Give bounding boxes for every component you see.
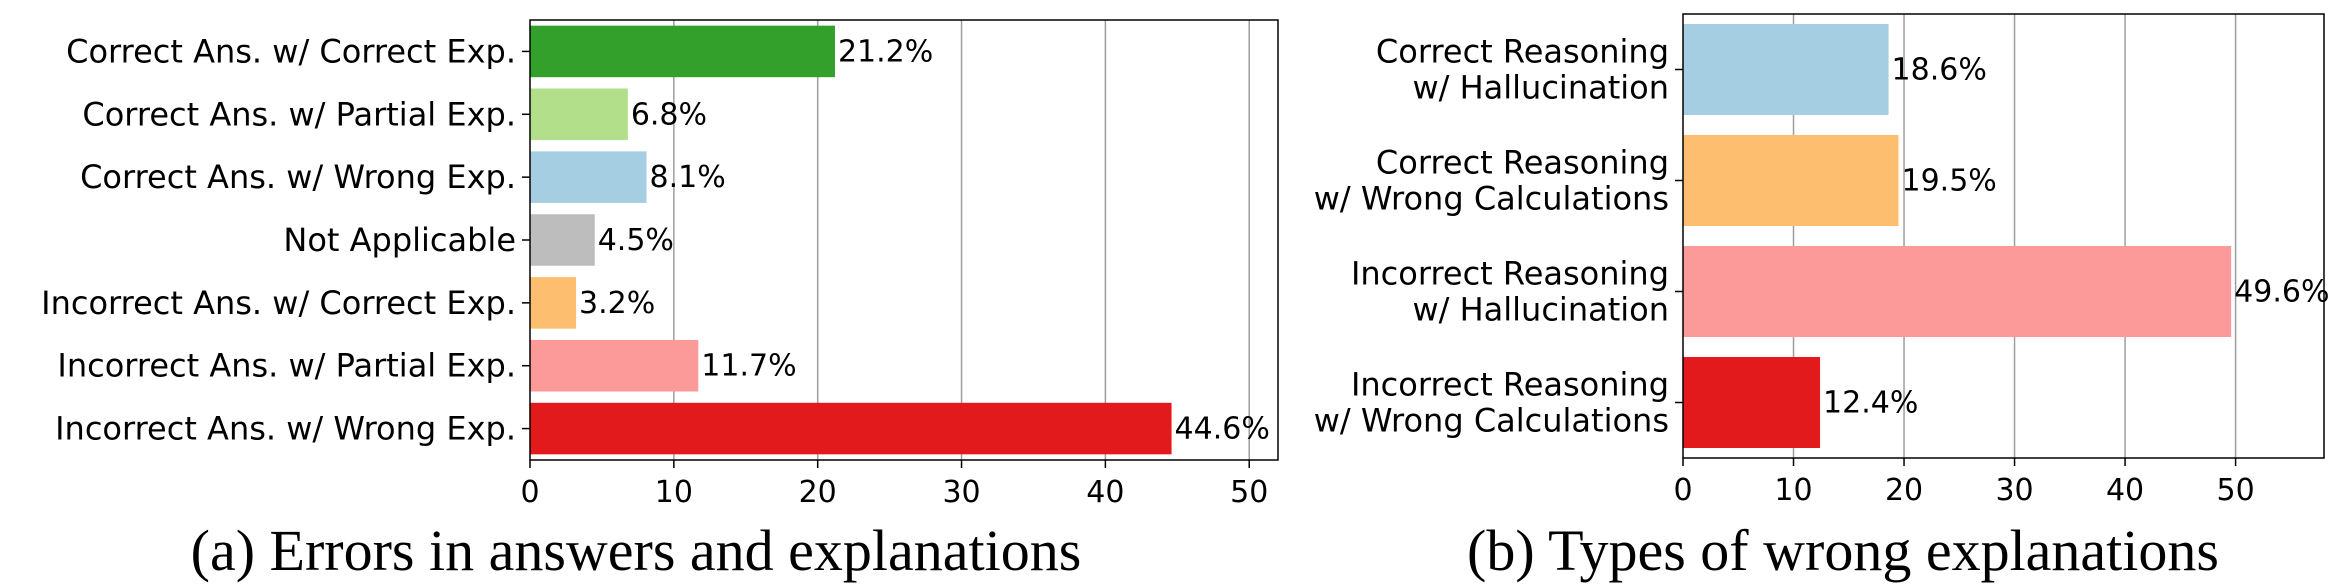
category-label: Incorrect Ans. w/ Correct Exp. — [41, 284, 516, 322]
data-label: 12.4% — [1823, 386, 1918, 421]
chart-panel-a: 21.2% Correct Ans. w/ Correct Exp. 6.8% Cor… — [41, 19, 1279, 510]
category-label: Correct Ans. w/ Partial Exp. — [82, 95, 516, 133]
category-label: w/ Hallucination — [1412, 69, 1669, 107]
category-label: w/ Hallucination — [1412, 291, 1669, 329]
data-label: 44.6% — [1175, 412, 1270, 447]
x-tick-label: 40 — [1086, 475, 1124, 510]
data-label: 49.6% — [2234, 275, 2329, 310]
bar — [1683, 23, 1889, 116]
x-tick-label: 0 — [520, 475, 539, 510]
bar — [530, 25, 835, 78]
data-label: 21.2% — [838, 34, 933, 69]
category-label: w/ Wrong Calculations — [1314, 402, 1669, 440]
data-label: 18.6% — [1892, 53, 1987, 88]
category-label: Incorrect Reasoning — [1351, 255, 1669, 293]
plot-frame — [529, 19, 1279, 461]
bar — [1683, 245, 2232, 338]
plot-frame — [1682, 13, 2325, 459]
data-label: 6.8% — [631, 97, 707, 132]
category-label: Correct Reasoning — [1376, 144, 1669, 182]
bar — [530, 277, 577, 329]
data-label: 4.5% — [598, 223, 674, 258]
x-tick-label: 50 — [1230, 475, 1268, 510]
category-label: Correct Ans. w/ Wrong Exp. — [80, 158, 516, 196]
category-label: Correct Reasoning — [1376, 33, 1669, 71]
bar — [530, 214, 595, 266]
category-label: w/ Wrong Calculations — [1314, 180, 1669, 218]
x-tick-label: 0 — [1673, 473, 1692, 508]
bar — [1683, 134, 1899, 227]
x-tick-label: 40 — [2106, 473, 2144, 508]
category-label: Incorrect Reasoning — [1351, 366, 1669, 404]
caption-b: (b) Types of wrong explanations — [1467, 518, 2219, 583]
x-tick-label: 50 — [2216, 473, 2254, 508]
bar — [530, 151, 647, 203]
category-label: Incorrect Ans. w/ Wrong Exp. — [55, 410, 516, 448]
data-label: 11.7% — [701, 349, 796, 384]
x-tick-label: 10 — [655, 475, 693, 510]
category-label: Not Applicable — [283, 221, 516, 259]
bar — [530, 402, 1172, 455]
x-tick-label: 30 — [942, 475, 980, 510]
x-tick-label: 20 — [1885, 473, 1923, 508]
bar — [530, 339, 699, 392]
x-tick-label: 30 — [1995, 473, 2033, 508]
category-label: Incorrect Ans. w/ Partial Exp. — [57, 347, 516, 385]
bar — [530, 88, 628, 141]
bar — [1683, 356, 1821, 449]
x-tick-label: 20 — [799, 475, 837, 510]
caption-a: (a) Errors in answers and explanations — [191, 518, 1082, 583]
data-label: 3.2% — [579, 286, 655, 321]
data-label: 8.1% — [650, 160, 726, 195]
category-label: Correct Ans. w/ Correct Exp. — [66, 32, 516, 70]
x-tick-label: 10 — [1774, 473, 1812, 508]
data-label: 19.5% — [1902, 164, 1997, 199]
